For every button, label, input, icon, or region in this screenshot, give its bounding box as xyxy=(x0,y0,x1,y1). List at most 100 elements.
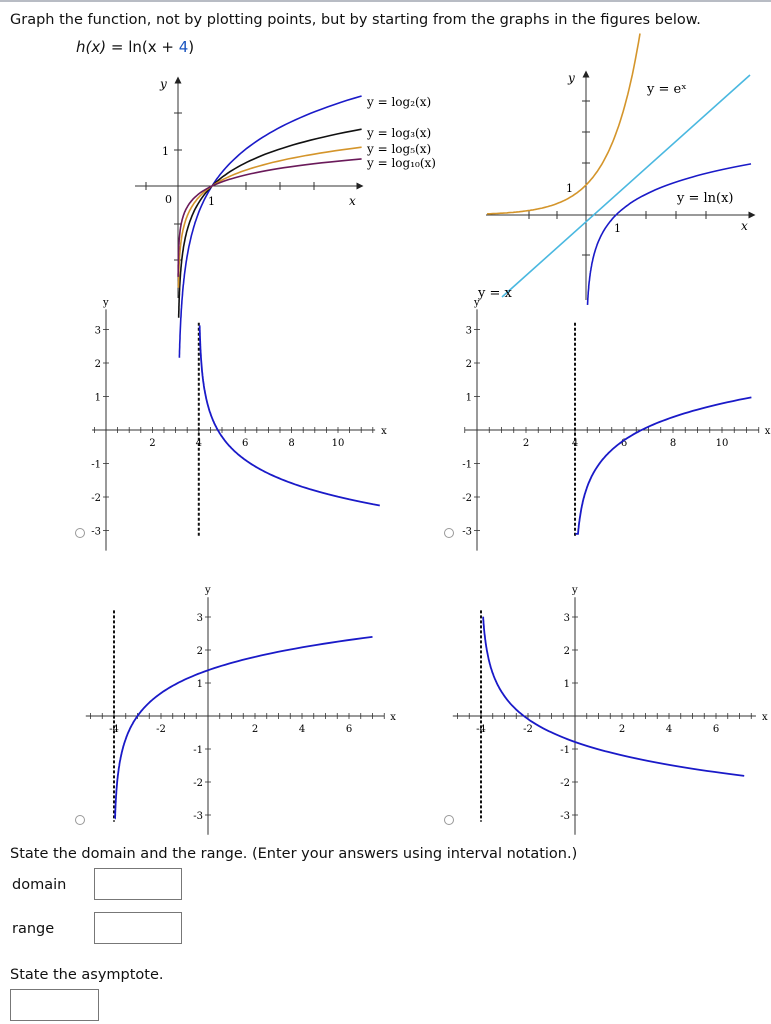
ref-left-tick-x1: 1 xyxy=(208,195,215,208)
problem-prompt: Graph the function, not by plotting poin… xyxy=(10,12,701,28)
option-c-y-tick-label: 2 xyxy=(197,646,203,657)
option-d-x-tick-label: -4 xyxy=(476,724,486,735)
ref-right-ticks xyxy=(528,100,707,256)
option-a-x-letter: x xyxy=(381,426,387,437)
domain-label: domain xyxy=(12,877,67,893)
option-d-x-tick-label: 2 xyxy=(619,724,625,735)
option-c-y-tick-label: 1 xyxy=(197,679,203,690)
asymptote-input[interactable] xyxy=(10,989,99,1021)
label-log3: y = log₃(x) xyxy=(366,126,431,140)
option-a-x-tick-label: 2 xyxy=(149,438,155,449)
option-a-y-letter: y xyxy=(102,297,109,308)
option-d-curve xyxy=(482,616,745,777)
option-d-radio[interactable] xyxy=(444,815,454,825)
curve-ln xyxy=(586,163,752,305)
option-a-y-tick-label: -2 xyxy=(91,493,101,504)
option-b-y-tick-label: 3 xyxy=(466,326,472,337)
option-b-y-tick-label: -2 xyxy=(462,493,472,504)
reference-graph-exp-ln: y x 1 1 y = eˣ y = ln(x) y = x xyxy=(477,33,756,305)
option-c-x-tick-label: 2 xyxy=(252,724,258,735)
label-log2: y = log₂(x) xyxy=(366,95,431,109)
option-d-x-tick-label: 6 xyxy=(713,724,719,735)
option-b-x-tick-label: 8 xyxy=(670,438,676,449)
option-d-y-tick-label: -3 xyxy=(560,811,570,822)
ref-left-x-label: x xyxy=(349,194,356,208)
function-close: ) xyxy=(188,38,195,56)
label-ln: y = ln(x) xyxy=(676,191,734,206)
option-c-curve xyxy=(114,636,373,820)
curve-log10 xyxy=(177,158,362,277)
function-equals: = xyxy=(106,38,129,56)
option-c-x-tick-label: 4 xyxy=(299,724,305,735)
option-b-y-tick-label: 1 xyxy=(466,393,472,404)
option-b-x-tick-label: 2 xyxy=(523,438,529,449)
function-shift: 4 xyxy=(178,38,189,56)
option-d-graph: x y 3 2 1 -1 -2 -3 -4 -2 2 4 6 xyxy=(452,585,768,835)
option-d-y-tick-label: -1 xyxy=(560,745,570,756)
top-divider xyxy=(0,0,771,2)
label-exp: y = eˣ xyxy=(646,82,687,97)
range-input[interactable] xyxy=(94,912,182,944)
function-lhs: h(x) xyxy=(76,38,107,56)
ref-left-origin: 0 xyxy=(165,193,172,206)
option-b-y-letter: y xyxy=(473,297,480,308)
option-c-graph: x y 3 2 1 -1 -2 -3 -4 -2 2 4 6 xyxy=(85,585,396,835)
option-d-y-tick-label: 2 xyxy=(564,646,570,657)
option-b-curve xyxy=(575,396,752,535)
label-y-equals-x: y = x xyxy=(477,286,513,301)
curve-exp xyxy=(486,33,641,215)
option-a-curve xyxy=(198,325,380,507)
option-c-y-tick-label: 3 xyxy=(197,613,203,624)
option-b-y-tick-label: 2 xyxy=(466,359,472,370)
option-d-y-tick-label: 3 xyxy=(564,613,570,624)
option-c-radio[interactable] xyxy=(75,815,85,825)
ref-right-y-label: y xyxy=(567,71,575,85)
option-b-x-tick-label: 6 xyxy=(621,438,627,449)
option-a-radio[interactable] xyxy=(75,528,85,538)
option-d-x-tick-label: -2 xyxy=(523,724,533,735)
option-c-y-tick-label: -3 xyxy=(193,811,203,822)
option-b-y-tick-label: -3 xyxy=(462,527,472,538)
option-d-y-letter: y xyxy=(571,585,578,596)
label-log10: y = log₁₀(x) xyxy=(366,156,436,170)
option-a-y-tick-label: 1 xyxy=(95,393,101,404)
range-label: range xyxy=(12,921,55,937)
option-d-y-tick-label: -2 xyxy=(560,778,570,789)
option-c-y-letter: y xyxy=(204,585,211,596)
ref-right-tick-x1: 1 xyxy=(614,222,621,235)
option-b-y-tick-label: -1 xyxy=(462,460,472,471)
option-d-x-letter: x xyxy=(762,712,768,723)
curve-log3 xyxy=(177,128,362,318)
ref-left-y-label: y xyxy=(159,77,167,91)
option-c-x-letter: x xyxy=(390,712,396,723)
ref-left-tick-y1: 1 xyxy=(162,145,169,158)
option-a-x-tick-label: 6 xyxy=(242,438,248,449)
function-ln: ln(x + xyxy=(128,38,179,56)
label-log5: y = log₅(x) xyxy=(366,142,431,156)
option-c-x-tick-label: -2 xyxy=(156,724,166,735)
line-y-equals-x xyxy=(501,74,751,298)
option-a-y-tick-label: 2 xyxy=(95,359,101,370)
ref-right-tick-y1: 1 xyxy=(566,182,573,195)
reference-graph-logs: y x 1 1 0 y = log₂(x) y = log₃(x) y = lo… xyxy=(135,76,436,358)
option-a-y-tick-label: -3 xyxy=(91,527,101,538)
option-d-x-tick-label: 4 xyxy=(666,724,672,735)
option-b-radio[interactable] xyxy=(444,528,454,538)
option-b-x-tick-label: 10 xyxy=(716,438,729,449)
curve-log5 xyxy=(177,146,362,288)
option-a-y-tick-label: 3 xyxy=(95,326,101,337)
option-c-y-tick-label: -2 xyxy=(193,778,203,789)
ref-right-x-label: x xyxy=(741,219,748,233)
option-a-x-tick-label: 10 xyxy=(332,438,345,449)
option-c-x-tick-label: -4 xyxy=(109,724,119,735)
domain-input[interactable] xyxy=(94,868,182,900)
answer-options: x y 3 2 1 -1 -2 -3 2 4 6 8 10 x y 3 2 1 -1 -2 -3 2 4 6 8 10 x y 3 2 1 -… xyxy=(85,297,771,835)
function-definition: h(x) = ln(x + 4) xyxy=(76,38,194,56)
domain-range-prompt: State the domain and the range. (Enter y… xyxy=(10,846,578,862)
option-c-y-tick-label: -1 xyxy=(193,745,203,756)
option-b-x-letter: x xyxy=(765,426,771,437)
option-a-y-tick-label: -1 xyxy=(91,460,101,471)
